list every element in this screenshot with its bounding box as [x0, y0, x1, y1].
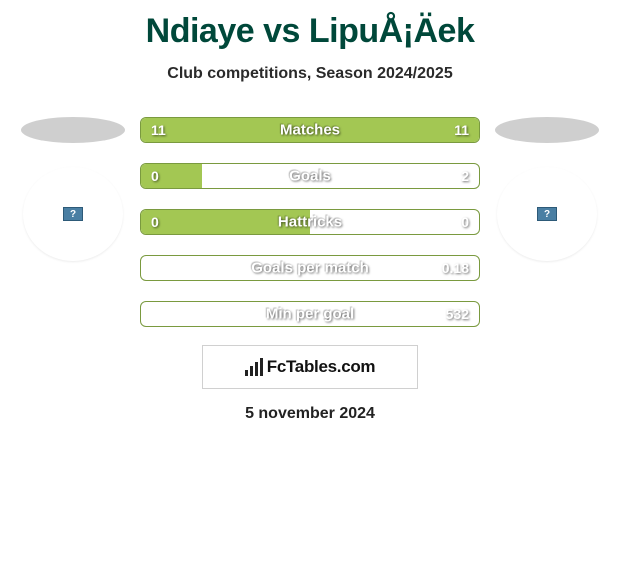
stat-value-left: 11: [151, 122, 166, 138]
comparison-title: Ndiaye vs LipuÅ¡Äek: [0, 0, 620, 51]
stat-row-goals-per-match: Goals per match 0.18: [140, 255, 480, 281]
stat-value-right: 0: [461, 214, 469, 230]
brand-text: FcTables.com: [267, 357, 376, 377]
brand-box: FcTables.com: [202, 345, 418, 389]
stat-label: Goals per match: [251, 260, 369, 277]
stat-row-min-per-goal: Min per goal 532: [140, 301, 480, 327]
comparison-body: ? 11 Matches 11 0 Goals 2 0 Hattricks 0: [0, 117, 620, 327]
stat-value-right: 11: [454, 122, 469, 138]
player-left-avatar: ?: [23, 167, 123, 261]
stat-label: Matches: [280, 122, 340, 139]
placeholder-icon: ?: [537, 207, 557, 221]
stat-value-right: 2: [461, 168, 469, 184]
brand-bars-icon: [245, 358, 263, 376]
stat-row-hattricks: 0 Hattricks 0: [140, 209, 480, 235]
placeholder-icon: ?: [63, 207, 83, 221]
player-right-col: ?: [482, 117, 612, 261]
player-left-shadow: [21, 117, 125, 143]
player-left-col: ?: [8, 117, 138, 261]
snapshot-date: 5 november 2024: [0, 405, 620, 423]
comparison-subtitle: Club competitions, Season 2024/2025: [0, 65, 620, 83]
player-right-avatar: ?: [497, 167, 597, 261]
stat-value-right: 532: [446, 306, 469, 322]
stat-label: Min per goal: [266, 306, 354, 323]
stats-bars: 11 Matches 11 0 Goals 2 0 Hattricks 0 Go…: [138, 117, 482, 327]
stat-value-left: 0: [151, 168, 159, 184]
stat-row-goals: 0 Goals 2: [140, 163, 480, 189]
player-right-shadow: [495, 117, 599, 143]
stat-label: Hattricks: [278, 214, 342, 231]
stat-value-left: 0: [151, 214, 159, 230]
stat-label: Goals: [289, 168, 331, 185]
stat-row-matches: 11 Matches 11: [140, 117, 480, 143]
stat-value-right: 0.18: [442, 260, 469, 276]
